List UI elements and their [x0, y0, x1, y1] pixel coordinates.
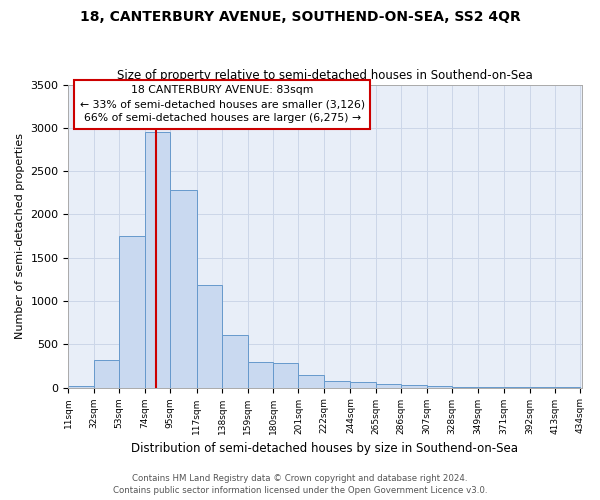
X-axis label: Distribution of semi-detached houses by size in Southend-on-Sea: Distribution of semi-detached houses by … [131, 442, 518, 455]
Bar [452, 386, 478, 388]
Bar [197, 286, 222, 388]
Bar [324, 381, 350, 388]
Bar [145, 132, 170, 388]
Text: 18, CANTERBURY AVENUE, SOUTHEND-ON-SEA, SS2 4QR: 18, CANTERBURY AVENUE, SOUTHEND-ON-SEA, … [80, 10, 520, 24]
Bar [222, 335, 248, 388]
Text: Contains HM Land Registry data © Crown copyright and database right 2024.
Contai: Contains HM Land Registry data © Crown c… [113, 474, 487, 495]
Bar [273, 363, 298, 388]
Text: 18 CANTERBURY AVENUE: 83sqm
← 33% of semi-detached houses are smaller (3,126)
66: 18 CANTERBURY AVENUE: 83sqm ← 33% of sem… [80, 86, 365, 124]
Bar [248, 362, 273, 388]
Bar [170, 190, 197, 388]
Bar [401, 385, 427, 388]
Bar [119, 236, 145, 388]
Title: Size of property relative to semi-detached houses in Southend-on-Sea: Size of property relative to semi-detach… [117, 69, 533, 82]
Bar [376, 384, 401, 388]
Bar [94, 360, 119, 388]
Bar [350, 382, 376, 388]
Bar [68, 386, 94, 388]
Bar [298, 376, 324, 388]
Y-axis label: Number of semi-detached properties: Number of semi-detached properties [15, 133, 25, 339]
Bar [427, 386, 452, 388]
